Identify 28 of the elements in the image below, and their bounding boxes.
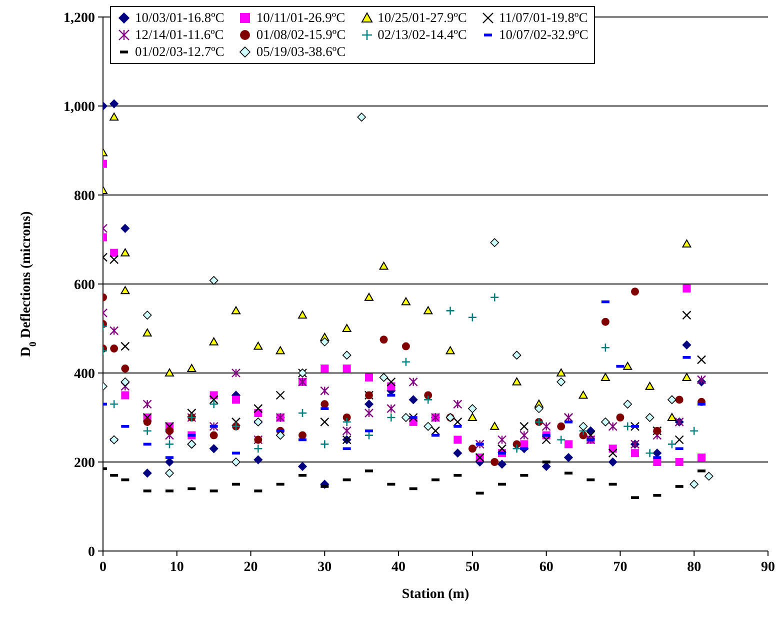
legend-label: 10/11/01-26.9ºC (256, 10, 346, 26)
legend-label: 02/13/02-14.4ºC (378, 27, 467, 43)
x-tick-label: 90 (761, 560, 775, 575)
legend-label: 10/25/01-27.9ºC (378, 10, 467, 26)
y-tick-label: 200 (74, 456, 95, 471)
legend-label: 05/19/03-38.6ºC (256, 44, 346, 60)
y-tick-label: 600 (74, 278, 95, 293)
x-tick-label: 30 (318, 560, 332, 575)
y-tick-label: 1,000 (64, 100, 95, 115)
y-tick-label: 1,200 (64, 11, 95, 26)
y-tick-label: 800 (74, 189, 95, 204)
legend-label: 12/14/01-11.6ºC (135, 27, 224, 43)
x-tick-label: 10 (170, 560, 184, 575)
y-tick-label: 400 (74, 367, 95, 382)
x-axis-title: Station (m) (402, 587, 470, 602)
legend-label: 01/08/02-15.9ºC (256, 27, 346, 43)
x-tick-label: 20 (244, 560, 258, 575)
legend-label: 10/03/01-16.8ºC (135, 10, 224, 26)
x-tick-label: 70 (613, 560, 628, 575)
x-tick-label: 50 (465, 560, 480, 575)
x-tick-label: 80 (687, 560, 702, 575)
legend-label: 11/07/01-19.8ºC (498, 10, 588, 26)
x-tick-label: 60 (539, 560, 554, 575)
x-tick-label: 40 (392, 560, 406, 575)
y-tick-label: 0 (88, 545, 95, 560)
legend-label: 01/02/03-12.7ºC (135, 44, 224, 60)
legend-label: 10/07/02-32.9ºC (498, 27, 588, 43)
x-tick-label: 0 (100, 560, 106, 575)
